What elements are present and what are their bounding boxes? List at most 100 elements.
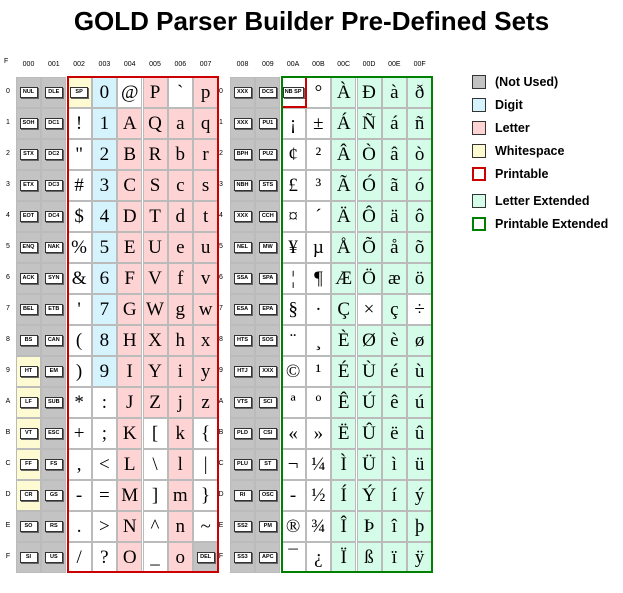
character-glyph: E <box>123 237 136 258</box>
character-glyph: T <box>149 206 161 227</box>
character-cell: VTS <box>230 387 255 418</box>
character-glyph: - <box>289 485 297 506</box>
control-code-label: OSC <box>258 489 277 502</box>
right-row-header: 0 <box>219 88 223 95</box>
character-cell: PM <box>255 511 281 542</box>
character-glyph: $ <box>74 206 84 227</box>
character-glyph: _ <box>150 547 160 568</box>
control-code-label: GS <box>44 489 63 502</box>
character-glyph: / <box>76 547 82 568</box>
character-glyph: þ <box>414 516 425 537</box>
legend-label: (Not Used) <box>495 75 559 89</box>
control-code-label: RI <box>233 489 252 502</box>
left-row-header: 3 <box>6 181 10 188</box>
character-cell: , <box>66 449 92 480</box>
character-cell: Ô <box>356 201 382 232</box>
character-cell: BEL <box>16 294 41 325</box>
character-cell: 0 <box>91 77 117 108</box>
character-glyph: × <box>363 299 375 320</box>
character-cell: ª <box>280 387 306 418</box>
character-glyph: Ç <box>337 299 351 320</box>
legend-item: Digit <box>472 96 523 114</box>
legend-label: Whitespace <box>495 144 565 158</box>
character-glyph: > <box>99 516 110 537</box>
character-cell: Õ <box>356 232 382 263</box>
character-cell: 5 <box>91 232 117 263</box>
character-glyph: A <box>122 113 137 134</box>
character-cell: ¸ <box>305 325 331 356</box>
control-code-label: PLU <box>233 458 252 471</box>
character-cell: ACK <box>16 263 41 294</box>
character-cell: k <box>167 418 193 449</box>
character-cell: FS <box>41 449 67 480</box>
character-cell: a <box>167 108 193 139</box>
character-glyph: Ï <box>340 547 347 568</box>
character-cell: ETB <box>41 294 67 325</box>
left-column-header: 005 <box>149 61 161 68</box>
right-row-header: B <box>218 429 224 436</box>
character-glyph: Û <box>362 423 376 444</box>
character-cell: © <box>280 356 306 387</box>
character-cell: XXX <box>230 108 255 139</box>
control-code-label: MW <box>258 241 277 254</box>
character-cell: ä <box>381 201 407 232</box>
character-cell: 1 <box>91 108 117 139</box>
character-cell: Ç <box>331 294 357 325</box>
character-glyph: ¹ <box>315 361 322 382</box>
character-cell: NUL <box>16 77 41 108</box>
character-cell: s <box>193 170 219 201</box>
control-code-label: NBH <box>233 179 252 192</box>
character-glyph: * <box>74 392 84 413</box>
character-cell: G <box>117 294 143 325</box>
character-glyph: æ <box>387 268 401 289</box>
character-cell: 3 <box>91 170 117 201</box>
character-cell: [ <box>142 418 168 449</box>
character-glyph: ½ <box>311 485 326 506</box>
character-cell: APC <box>255 542 281 573</box>
character-cell: | <box>193 449 219 480</box>
character-cell: · <box>305 294 331 325</box>
character-cell: ç <box>381 294 407 325</box>
character-cell: ô <box>407 201 433 232</box>
legend-item: Letter Extended <box>472 192 589 210</box>
character-glyph: P <box>149 82 161 103</box>
character-cell: ¦ <box>280 263 306 294</box>
character-cell: Æ <box>331 263 357 294</box>
character-glyph: : <box>101 392 108 413</box>
character-cell: BPH <box>230 139 255 170</box>
control-code-label: DC3 <box>44 179 63 192</box>
legend-swatch <box>472 194 486 208</box>
character-cell: ü <box>407 449 433 480</box>
character-cell: * <box>66 387 92 418</box>
character-glyph: Ý <box>362 485 376 506</box>
character-glyph: Î <box>340 516 347 537</box>
right-row-header: 3 <box>219 181 223 188</box>
legend-label: Printable Extended <box>495 217 609 231</box>
legend-swatch <box>472 121 486 135</box>
character-glyph: x <box>200 330 211 351</box>
character-glyph: è <box>390 330 399 351</box>
character-cell: RI <box>230 480 255 511</box>
character-cell: OSC <box>255 480 281 511</box>
character-glyph: c <box>176 175 185 196</box>
control-code-label: CSI <box>258 427 277 440</box>
character-glyph: f <box>177 268 184 289</box>
character-glyph: j <box>177 392 183 413</box>
character-cell: CCH <box>255 201 281 232</box>
character-cell: ENQ <box>16 232 41 263</box>
right-row-header: 2 <box>219 150 223 157</box>
character-glyph: J <box>125 392 134 413</box>
legend-item: Letter <box>472 119 530 137</box>
character-cell: Y <box>142 356 168 387</box>
character-cell: Ó <box>356 170 382 201</box>
character-glyph: ~ <box>200 516 211 537</box>
character-cell: DLE <box>41 77 67 108</box>
character-cell: i <box>167 356 193 387</box>
character-glyph: ( <box>75 330 83 351</box>
character-cell: Ð <box>356 77 382 108</box>
character-cell: x <box>193 325 219 356</box>
control-code-label: EM <box>44 365 63 378</box>
character-glyph: r <box>202 144 209 165</box>
control-code-label: VTS <box>233 396 252 409</box>
legend-item: Printable <box>472 165 549 183</box>
